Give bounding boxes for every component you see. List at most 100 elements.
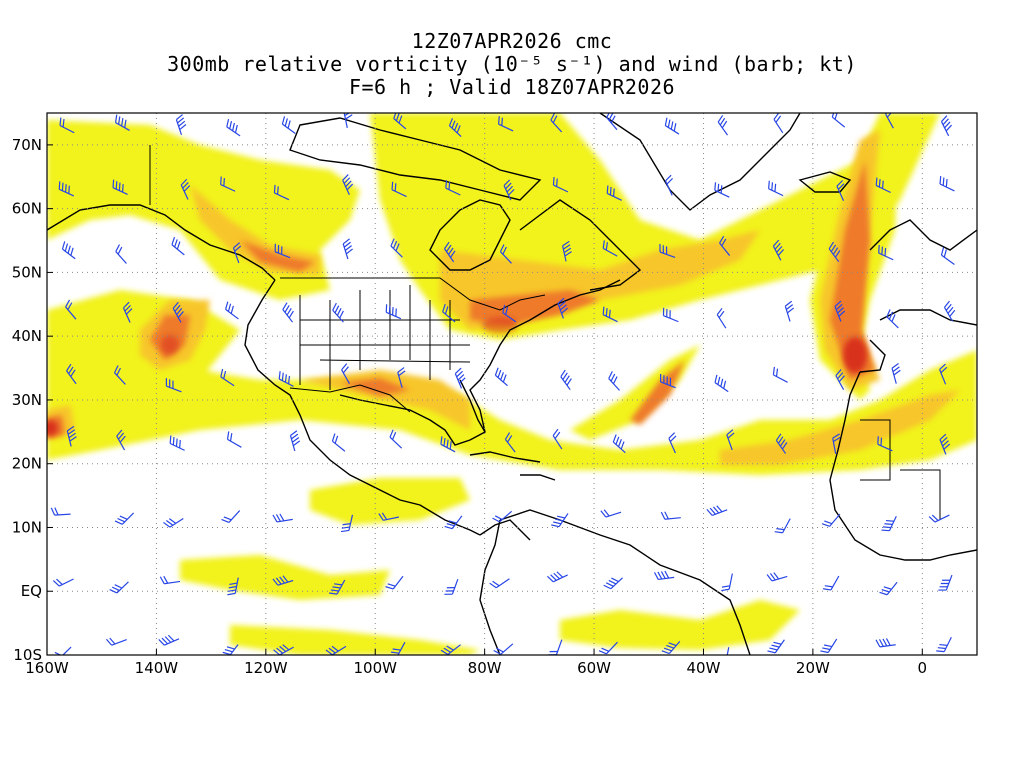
lat-tick-label: 30N — [12, 391, 42, 409]
wind-barb — [664, 174, 674, 196]
wind-barb — [714, 182, 730, 198]
wind-barb — [928, 514, 950, 523]
wind-barb — [821, 513, 841, 527]
wind-barb — [600, 509, 622, 518]
wind-barb — [440, 436, 456, 453]
wind-barb — [340, 514, 354, 533]
wind-barb — [445, 180, 461, 196]
wind-barb — [612, 434, 626, 454]
wind-barb — [159, 575, 181, 585]
wind-barb — [832, 433, 841, 454]
wind-barb — [834, 300, 846, 322]
wind-barb — [390, 238, 403, 258]
wind-barb — [721, 573, 733, 592]
wind-barb — [822, 575, 840, 591]
wind-barb — [936, 637, 952, 653]
wind-barb — [836, 180, 845, 201]
wind-barb — [717, 115, 729, 136]
lat-tick-label: 50N — [12, 263, 42, 281]
border-us-states — [299, 285, 471, 390]
lat-tick-labels: 70N 60N 50N 40N 30N 20N 10N EQ 10S — [12, 136, 53, 664]
lon-tick-label: 80W — [468, 659, 502, 677]
wind-barb — [165, 378, 182, 393]
wind-barb — [448, 118, 462, 138]
wind-barb — [58, 181, 75, 197]
wind-barb — [342, 174, 354, 196]
wind-barb — [378, 512, 399, 521]
border-us-mexico — [289, 384, 411, 413]
wind-barb — [385, 304, 402, 320]
wind-barb — [653, 570, 675, 581]
wind-barb — [493, 643, 514, 655]
wind-barb — [226, 118, 241, 137]
wind-barb — [875, 177, 891, 194]
wind-barb — [766, 572, 788, 582]
wind-barb — [943, 300, 956, 322]
wind-barb — [719, 235, 731, 256]
wind-barb — [175, 114, 187, 135]
wind-barb — [886, 309, 899, 329]
wind-barb — [551, 513, 569, 528]
wind-barb — [273, 644, 294, 655]
lat-tick-label: 40N — [12, 327, 42, 345]
wind-barb — [939, 433, 951, 455]
coast-iceland — [798, 171, 852, 193]
wind-barb — [714, 374, 729, 393]
wind-barb — [772, 366, 788, 383]
wind-barb — [662, 307, 679, 323]
wind-barb — [281, 116, 296, 135]
wind-barb — [66, 425, 77, 447]
lon-tick-label: 20W — [796, 659, 830, 677]
coast-north-america-west — [244, 279, 481, 536]
coast-arctic-islands — [289, 117, 542, 201]
wind-barbs — [50, 113, 956, 655]
wind-barb — [61, 241, 76, 260]
lon-tick-label: 0 — [918, 659, 928, 677]
wind-barb — [273, 184, 290, 201]
wind-barb — [938, 574, 953, 591]
wind-barb — [454, 367, 466, 389]
lon-tick-label: 120W — [244, 659, 288, 677]
wind-barb — [220, 644, 239, 655]
wind-barb — [940, 115, 953, 137]
map-title: 12Z07APR2026 cmc 300mb relative vorticit… — [0, 30, 1024, 99]
wind-barb — [122, 301, 133, 323]
wind-barb — [661, 640, 681, 655]
wind-barb — [226, 431, 242, 448]
wind-barb — [225, 301, 239, 320]
coast-gulf — [339, 279, 621, 446]
wind-barb — [52, 578, 74, 587]
lat-tick-label: 10N — [12, 518, 42, 536]
wind-barb — [664, 117, 680, 135]
wind-barb — [602, 240, 618, 257]
vorticity-core-gulf — [300, 370, 470, 430]
wind-barb — [393, 113, 407, 130]
wind-barb — [220, 176, 236, 192]
wind-barb — [282, 302, 294, 323]
wind-barb — [329, 579, 346, 595]
coast-africa — [829, 371, 977, 561]
coast-central-america — [479, 519, 531, 541]
wind-barb — [272, 513, 293, 523]
title-line-1: 12Z07APR2026 cmc — [411, 29, 613, 53]
wind-barb — [560, 369, 572, 391]
wind-barb — [385, 575, 404, 590]
wind-barb — [342, 238, 353, 260]
wind-barb — [444, 578, 459, 595]
title-line-2: 300mb relative vorticity (10⁻⁵ s⁻¹) and … — [167, 52, 857, 76]
wind-barb — [835, 369, 845, 390]
wind-barb — [289, 430, 301, 452]
coast-labrador — [519, 199, 642, 291]
political-borders — [149, 145, 941, 520]
vorticity-max-iberia — [843, 337, 867, 373]
wind-barb — [660, 511, 681, 520]
wind-barb — [726, 647, 730, 655]
wind-barb — [659, 244, 676, 259]
vorticity-band-sa — [560, 600, 800, 650]
wind-barb — [444, 515, 463, 530]
lat-tick-label: EQ — [21, 582, 42, 600]
lon-tick-labels: 160W 140W 120W 100W 80W 60W 40W 20W 0 — [25, 649, 927, 677]
wind-barb — [114, 114, 130, 131]
wind-barb — [272, 575, 294, 586]
